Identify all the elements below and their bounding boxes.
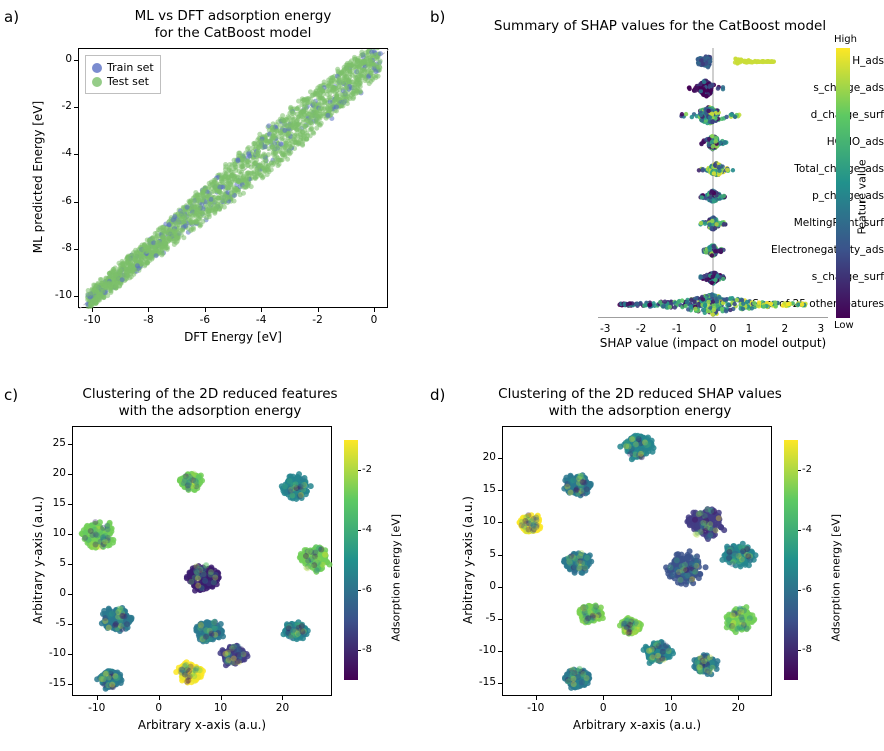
cb-tick: -8 xyxy=(802,644,812,655)
xtick: -4 xyxy=(249,314,273,326)
ytick: -4 xyxy=(44,147,72,159)
xtick: 20 xyxy=(724,702,752,714)
cb-tick: -4 xyxy=(802,524,812,535)
ytick: -10 xyxy=(38,647,66,659)
legend-marker-train xyxy=(92,63,102,73)
panel-c-label: c) xyxy=(4,386,18,404)
cb-tick: -8 xyxy=(362,644,372,655)
cb-tick: -4 xyxy=(362,524,372,535)
cb-tick: -6 xyxy=(802,584,812,595)
panel-a-legend: Train set Test set xyxy=(85,55,161,94)
xtick: -3 xyxy=(595,323,615,335)
panel-c-title: Clustering of the 2D reduced features wi… xyxy=(40,386,380,420)
panel-b-xlabel: SHAP value (impact on model output) xyxy=(598,336,828,350)
ytick: -8 xyxy=(44,242,72,254)
cb-tick: -6 xyxy=(362,584,372,595)
panel-a-ylabel: ML predicted Energy [eV] xyxy=(31,77,45,277)
xtick: 0 xyxy=(703,323,723,335)
panel-a-plot: Train set Test set xyxy=(78,48,388,308)
cb-tick: -2 xyxy=(362,464,372,475)
xtick: 10 xyxy=(207,702,235,714)
xtick: -10 xyxy=(80,314,104,326)
ytick: 10 xyxy=(468,515,496,527)
xtick: 3 xyxy=(811,323,831,335)
ytick: -10 xyxy=(44,289,72,301)
ytick: 0 xyxy=(468,580,496,592)
panel-b-svg xyxy=(598,48,828,318)
panel-b-title: Summary of SHAP values for the CatBoost … xyxy=(460,18,860,35)
panel-a: a) ML vs DFT adsorption energy for the C… xyxy=(0,0,420,365)
ytick: 0 xyxy=(38,587,66,599)
panel-b-plot xyxy=(598,48,828,318)
panel-c: c) Clustering of the 2D reduced features… xyxy=(0,378,420,751)
panel-a-title: ML vs DFT adsorption energy for the CatB… xyxy=(78,8,388,42)
cb-b-label: Feature value xyxy=(856,135,869,235)
panel-d-xlabel: Arbitrary x-axis (a.u.) xyxy=(502,718,772,732)
ytick: 15 xyxy=(38,497,66,509)
panel-d-plot xyxy=(502,426,772,696)
panel-b-label: b) xyxy=(430,8,445,26)
panel-b: b) Summary of SHAP values for the CatBoo… xyxy=(430,0,884,365)
xtick: 20 xyxy=(268,702,296,714)
ytick: -15 xyxy=(38,677,66,689)
panel-d: d) Clustering of the 2D reduced SHAP val… xyxy=(430,378,884,751)
legend-marker-test xyxy=(92,77,102,87)
cb-d-label: Adsorption energy [eV] xyxy=(830,482,843,642)
xtick: 0 xyxy=(145,702,173,714)
xtick: 10 xyxy=(657,702,685,714)
ytick: 0 xyxy=(44,53,72,65)
xtick: -2 xyxy=(631,323,651,335)
ytick: 25 xyxy=(38,437,66,449)
ytick: -5 xyxy=(468,612,496,624)
xtick: -8 xyxy=(136,314,160,326)
ytick: 5 xyxy=(468,548,496,560)
xtick: 1 xyxy=(739,323,759,335)
ytick: -5 xyxy=(38,617,66,629)
xtick: -10 xyxy=(522,702,550,714)
ytick: 20 xyxy=(38,467,66,479)
xtick: -2 xyxy=(306,314,330,326)
panel-c-svg xyxy=(73,427,333,697)
xtick: 0 xyxy=(362,314,386,326)
ytick: -15 xyxy=(468,676,496,688)
cb-b-high: High xyxy=(834,34,857,45)
cb-b-low: Low xyxy=(834,320,854,331)
panel-c-plot xyxy=(72,426,332,696)
cb-c-label: Adsorption energy [eV] xyxy=(390,482,403,642)
legend-label-train: Train set xyxy=(107,61,154,74)
xtick: 0 xyxy=(589,702,617,714)
xtick: -1 xyxy=(667,323,687,335)
panel-d-colorbar: -8-6-4-2 Adsorption energy [eV] xyxy=(784,440,798,680)
panel-a-label: a) xyxy=(4,8,19,26)
cb-tick: -2 xyxy=(802,464,812,475)
ytick: -10 xyxy=(468,644,496,656)
xtick: -10 xyxy=(83,702,111,714)
panel-c-colorbar: -8-6-4-2 Adsorption energy [eV] xyxy=(344,440,358,680)
legend-label-test: Test set xyxy=(107,75,149,88)
panel-b-colorbar: High Low Feature value xyxy=(836,48,850,318)
panel-d-label: d) xyxy=(430,386,445,404)
xtick: -6 xyxy=(193,314,217,326)
ytick: -6 xyxy=(44,195,72,207)
xtick: 2 xyxy=(775,323,795,335)
ytick: 5 xyxy=(38,557,66,569)
panel-d-svg xyxy=(503,427,773,697)
panel-d-title: Clustering of the 2D reduced SHAP values… xyxy=(460,386,820,420)
ytick: 20 xyxy=(468,451,496,463)
ytick: 10 xyxy=(38,527,66,539)
panel-c-xlabel: Arbitrary x-axis (a.u.) xyxy=(72,718,332,732)
panel-a-xlabel: DFT Energy [eV] xyxy=(78,330,388,344)
ytick: -2 xyxy=(44,100,72,112)
ytick: 15 xyxy=(468,483,496,495)
